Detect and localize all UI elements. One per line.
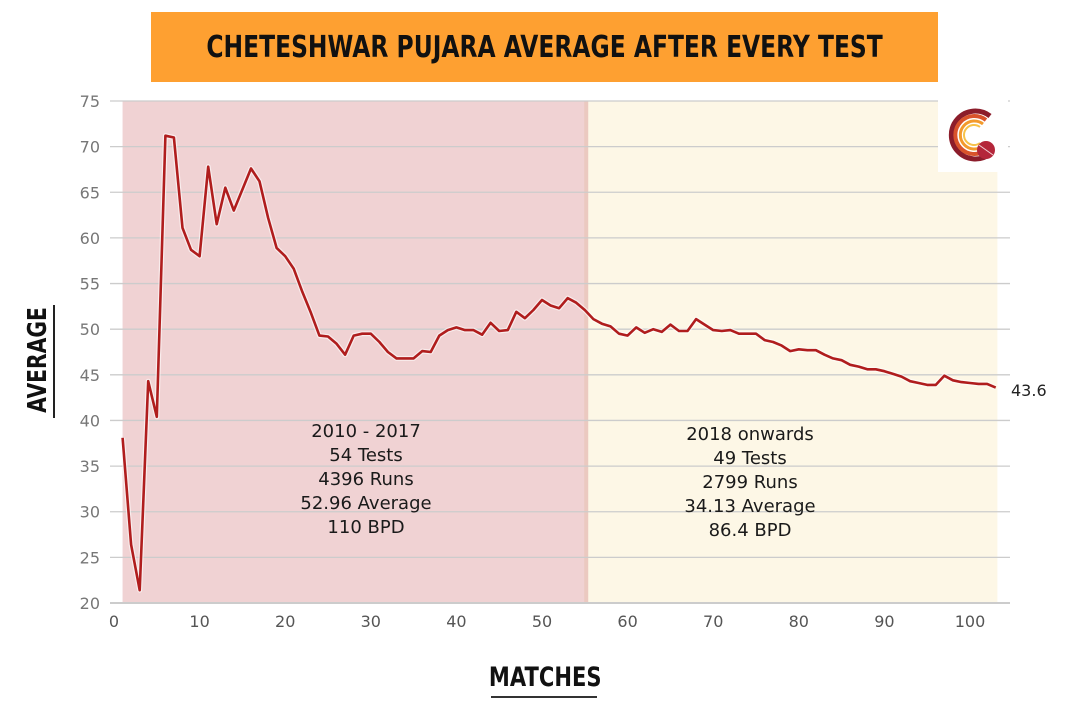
region-divider [584, 101, 589, 603]
y-tick-label: 60 [80, 229, 100, 248]
x-tick-label: 80 [789, 612, 809, 631]
y-tick-label: 65 [80, 183, 100, 202]
x-tick-label: 70 [703, 612, 723, 631]
x-tick-label: 90 [874, 612, 894, 631]
x-axis-ticks: 0 10 20 30 40 50 60 70 80 90 100 [109, 612, 985, 631]
stat-line: 34.13 Average [684, 496, 816, 517]
final-value-label: 43.6 [1011, 381, 1047, 400]
region-2010-2017 [122, 101, 589, 603]
stat-line: 86.4 BPD [708, 520, 792, 541]
y-tick-label: 55 [80, 275, 100, 294]
y-axis-ticks: 20 25 30 35 40 45 50 55 60 65 70 75 [80, 92, 100, 613]
y-axis-title: AVERAGE [23, 307, 53, 413]
x-axis-title: MATCHES [488, 662, 602, 693]
x-tick-label: 10 [189, 612, 209, 631]
stats-2010-2017: 2010 - 2017 54 Tests 4396 Runs 52.96 Ave… [286, 420, 446, 540]
y-tick-label: 50 [80, 320, 100, 339]
stat-line: 52.96 Average [300, 493, 432, 514]
y-tick-label: 75 [80, 92, 100, 111]
y-tick-label: 40 [80, 411, 100, 430]
title-banner: CHETESHWAR PUJARA AVERAGE AFTER EVERY TE… [151, 12, 938, 82]
x-tick-label: 100 [955, 612, 986, 631]
x-tick-label: 20 [275, 612, 295, 631]
series-line-average [121, 134, 997, 592]
y-tick-label: 45 [80, 366, 100, 385]
period-regions [122, 101, 998, 603]
stat-line: 49 Tests [713, 448, 787, 469]
x-tick-label: 50 [532, 612, 552, 631]
chart-title: CHETESHWAR PUJARA AVERAGE AFTER EVERY TE… [206, 29, 883, 65]
series-group [120, 133, 997, 593]
x-tick-label: 0 [109, 612, 119, 631]
y-tick-label: 35 [80, 457, 100, 476]
x-tick-label: 40 [446, 612, 466, 631]
stat-line: 110 BPD [327, 517, 405, 538]
y-tick-label: 30 [80, 503, 100, 522]
y-tick-label: 70 [80, 138, 100, 157]
stats-2018-onwards: 2018 onwards 49 Tests 2799 Runs 34.13 Av… [670, 423, 830, 543]
y-tick-label: 20 [80, 594, 100, 613]
y-tick-label: 25 [80, 548, 100, 567]
cricket-ball-c-logo-icon [948, 108, 995, 162]
y-axis-title-wrap: AVERAGE [18, 300, 58, 420]
stat-line: 2799 Runs [702, 472, 798, 493]
stat-line: 2010 - 2017 [311, 421, 421, 442]
x-tick-label: 60 [617, 612, 637, 631]
gridlines [110, 100, 1010, 604]
x-axis-title-underline [491, 696, 597, 698]
x-tick-label: 30 [361, 612, 381, 631]
stat-line: 54 Tests [329, 445, 403, 466]
stat-line: 4396 Runs [318, 469, 414, 490]
brand-logo [938, 98, 1008, 172]
y-axis-title-underline [53, 305, 55, 418]
stat-line: 2018 onwards [686, 424, 814, 445]
